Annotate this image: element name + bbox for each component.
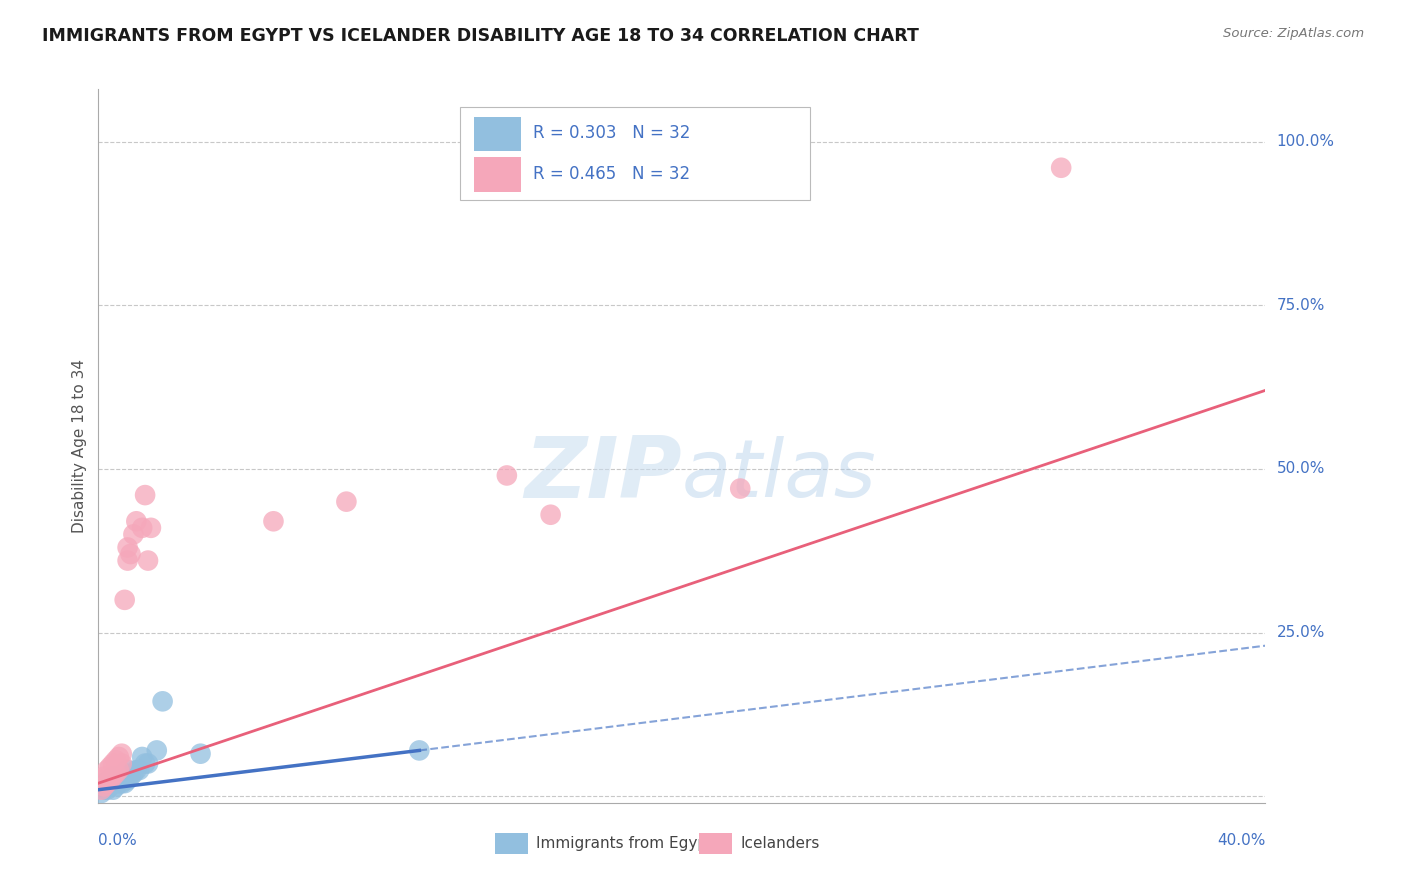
Point [98, 760, 121, 774]
Point [93, 776, 115, 790]
Point [111, 770, 134, 784]
Point [104, 780, 127, 794]
Point [134, 488, 156, 502]
Point [111, 747, 134, 761]
Point [190, 747, 212, 761]
Point [108, 776, 131, 790]
Point [114, 766, 136, 780]
Point [90, 786, 112, 800]
Point [117, 763, 139, 777]
Point [120, 547, 142, 561]
Point [262, 514, 284, 528]
Point [122, 527, 145, 541]
Point [108, 770, 131, 784]
Point [117, 541, 139, 555]
Y-axis label: Disability Age 18 to 34: Disability Age 18 to 34 [72, 359, 87, 533]
Text: ZIP: ZIP [524, 433, 682, 516]
Point [96, 776, 118, 790]
Point [125, 763, 148, 777]
Point [122, 766, 145, 780]
Text: 0.0%: 0.0% [98, 833, 138, 848]
Point [93, 780, 115, 794]
Text: 40.0%: 40.0% [1218, 833, 1265, 848]
Point [136, 756, 159, 771]
Point [90, 772, 112, 787]
Point [134, 756, 156, 771]
Point [111, 756, 134, 771]
Point [90, 782, 112, 797]
Point [408, 743, 430, 757]
Bar [474, 157, 520, 192]
Bar [474, 117, 520, 151]
Point [101, 770, 124, 784]
Point [131, 521, 153, 535]
Point [96, 776, 118, 790]
Point [128, 763, 150, 777]
Point [101, 782, 124, 797]
Point [136, 553, 159, 567]
Point [101, 770, 124, 784]
Point [131, 750, 153, 764]
Point [90, 780, 112, 794]
Point [540, 508, 562, 522]
Point [114, 776, 136, 790]
Text: 100.0%: 100.0% [1277, 134, 1334, 149]
Point [96, 782, 118, 797]
Point [152, 694, 174, 708]
Point [93, 782, 115, 797]
Point [98, 780, 121, 794]
Point [117, 553, 139, 567]
Text: Source: ZipAtlas.com: Source: ZipAtlas.com [1223, 27, 1364, 40]
Point [96, 763, 118, 777]
Point [117, 772, 139, 787]
FancyBboxPatch shape [460, 107, 810, 200]
Point [98, 772, 121, 787]
Text: 25.0%: 25.0% [1277, 625, 1324, 640]
Text: Immigrants from Egypt: Immigrants from Egypt [536, 836, 713, 851]
Text: 75.0%: 75.0% [1277, 298, 1324, 313]
Point [111, 776, 134, 790]
Point [114, 592, 136, 607]
Point [104, 766, 127, 780]
Text: R = 0.465   N = 32: R = 0.465 N = 32 [533, 165, 690, 183]
Point [728, 482, 751, 496]
Point [125, 514, 148, 528]
Point [108, 763, 131, 777]
Text: 50.0%: 50.0% [1277, 461, 1324, 476]
Text: IMMIGRANTS FROM EGYPT VS ICELANDER DISABILITY AGE 18 TO 34 CORRELATION CHART: IMMIGRANTS FROM EGYPT VS ICELANDER DISAB… [42, 27, 920, 45]
Point [139, 521, 162, 535]
Point [146, 743, 169, 757]
Point [101, 776, 124, 790]
Text: R = 0.303   N = 32: R = 0.303 N = 32 [533, 124, 690, 142]
Point [104, 772, 127, 787]
Point [93, 770, 115, 784]
Point [108, 750, 131, 764]
Point [120, 770, 142, 784]
Point [104, 753, 127, 767]
Point [98, 772, 121, 787]
Bar [699, 833, 733, 855]
Point [101, 756, 124, 771]
Point [335, 494, 357, 508]
Bar [495, 833, 527, 855]
Text: Icelanders: Icelanders [741, 836, 820, 851]
Point [1050, 161, 1073, 175]
Text: atlas: atlas [682, 435, 877, 514]
Point [495, 468, 517, 483]
